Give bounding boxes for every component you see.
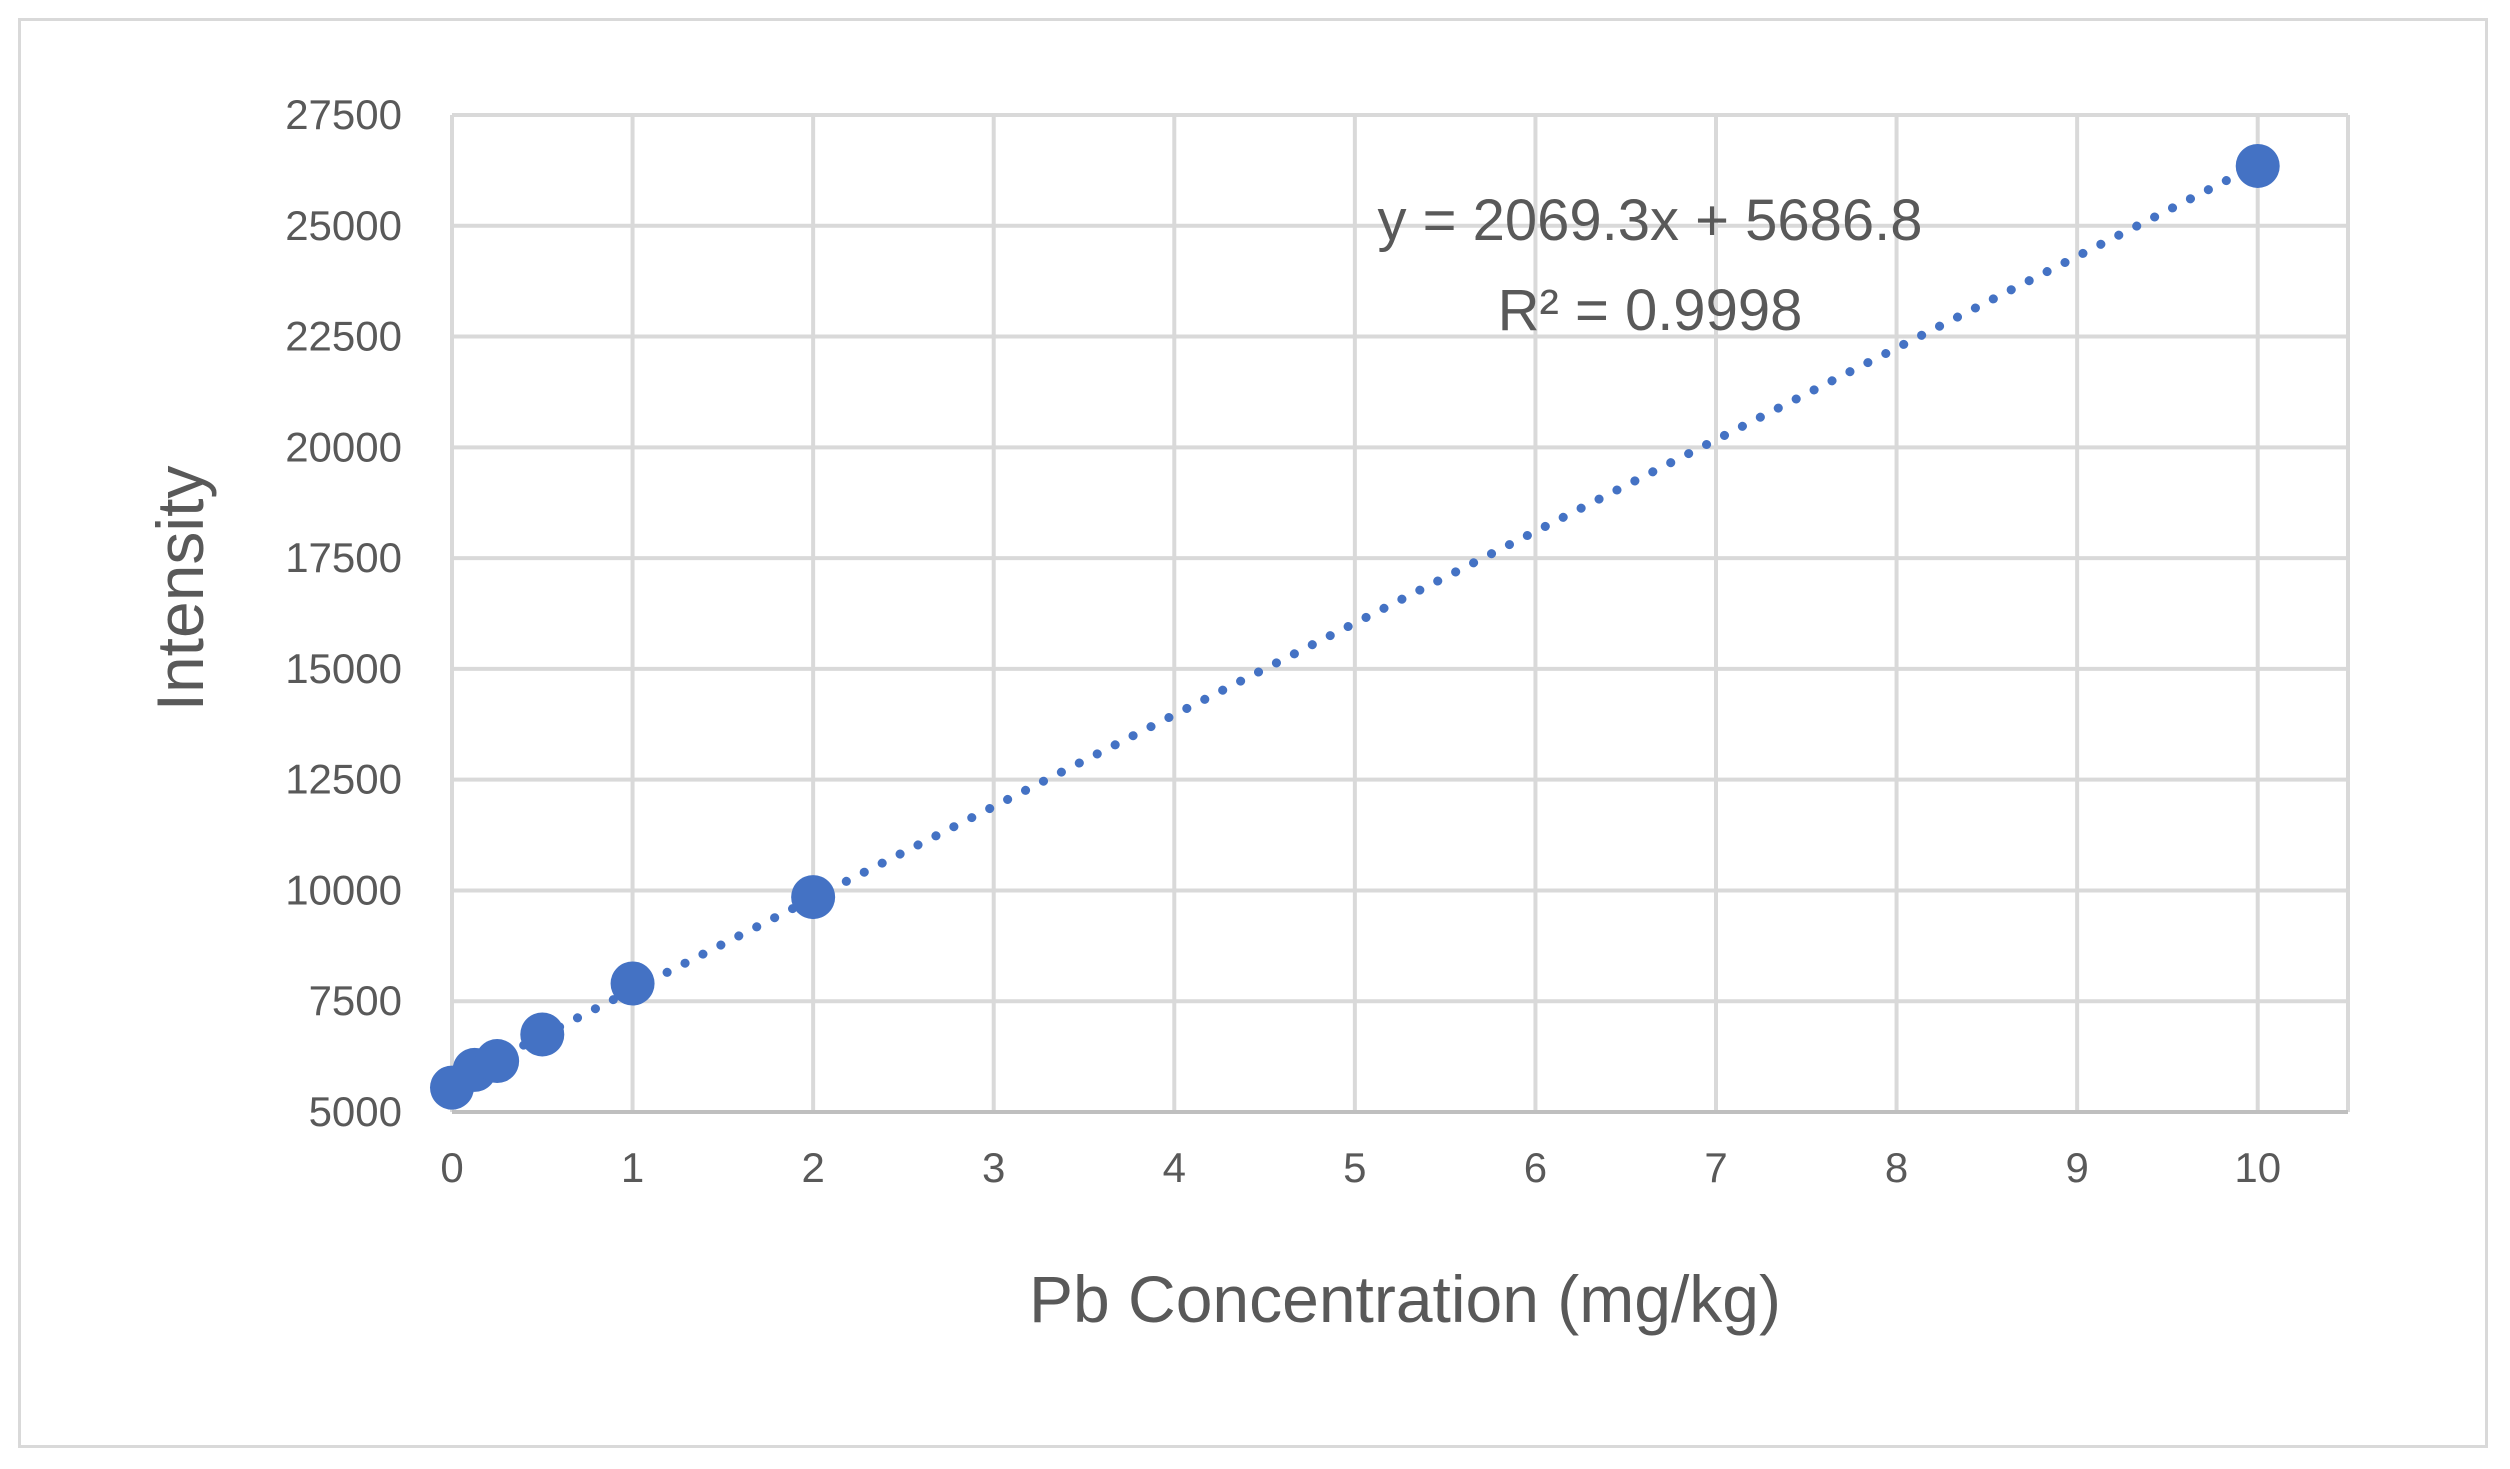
data-point: [610, 961, 655, 1006]
data-point: [520, 1012, 565, 1057]
tick-labels: 0 1 2 3 4 5 6 7 8 9 10 5000 7500 10000 12500 15000 17500…: [285, 91, 2281, 1191]
y-tick-label: 7500: [309, 977, 402, 1024]
x-tick-label: 4: [1163, 1144, 1186, 1191]
y-tick-label: 15000: [285, 645, 402, 692]
x-tick-label: 5: [1343, 1144, 1366, 1191]
data-point: [2235, 143, 2280, 188]
x-tick-label: 10: [2234, 1144, 2281, 1191]
trendline-r-squared: R² = 0.9998: [1498, 278, 1803, 343]
y-tick-label: 22500: [285, 313, 402, 360]
data-points: [430, 143, 2280, 1110]
trendline-layer: [447, 160, 2263, 1087]
x-tick-label: 0: [440, 1144, 463, 1191]
trendline: [447, 160, 2263, 1087]
trendline-equation: y = 2069.3x + 5686.8: [1378, 188, 1923, 253]
y-tick-label: 10000: [285, 866, 402, 913]
x-tick-label: 1: [621, 1144, 644, 1191]
y-tick-label: 25000: [285, 202, 402, 249]
x-axis-title: Pb Concentration (mg/kg): [1029, 1262, 1781, 1336]
y-tick-label: 12500: [285, 756, 402, 803]
y-tick-label: 20000: [285, 423, 402, 470]
y-tick-label: 5000: [309, 1088, 402, 1135]
x-tick-label: 3: [982, 1144, 1005, 1191]
x-tick-label: 6: [1524, 1144, 1547, 1191]
x-tick-label: 8: [1885, 1144, 1908, 1191]
y-tick-label: 27500: [285, 91, 402, 138]
x-tick-label: 9: [2065, 1144, 2088, 1191]
x-tick-label: 2: [801, 1144, 824, 1191]
y-axis-title: Intensity: [143, 466, 217, 712]
x-tick-label: 7: [1704, 1144, 1727, 1191]
data-point: [475, 1039, 520, 1084]
y-tick-label: 17500: [285, 534, 402, 581]
data-point: [791, 875, 836, 920]
grid: [450, 113, 2350, 1114]
